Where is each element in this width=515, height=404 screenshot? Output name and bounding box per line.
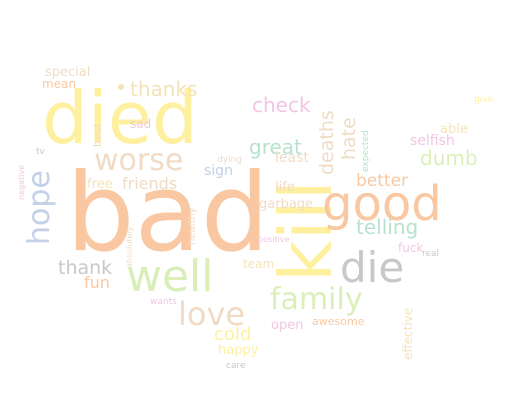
word-hate: hate <box>338 117 360 160</box>
word-sign: sign <box>204 163 233 179</box>
word-great: great <box>249 135 302 159</box>
word-happy: happy <box>218 343 259 358</box>
word-healthy: healthy <box>187 207 198 245</box>
word-family: family <box>270 282 363 317</box>
word-tv: tv <box>36 147 45 157</box>
word-better: better <box>356 171 409 191</box>
word-wants: wants <box>150 297 177 307</box>
word-fuck: fuck <box>398 241 424 255</box>
word-free: free <box>87 177 113 192</box>
word-well: well <box>126 251 214 302</box>
word-cold: cold <box>214 324 252 345</box>
word-friends: friends <box>122 174 178 193</box>
word-dying: dying <box>217 155 242 165</box>
word-effective: effective <box>401 307 415 360</box>
word-least: least <box>275 150 309 166</box>
word-mean: mean <box>42 77 77 91</box>
word-absolutely: absolutely <box>125 226 134 268</box>
word-team: team <box>243 257 275 271</box>
word-able: able <box>440 122 468 137</box>
word-check: check <box>252 93 311 117</box>
word-worse: worse <box>94 143 184 178</box>
word-positive: positive <box>258 235 290 244</box>
word-died: died <box>42 76 198 160</box>
word-die: die <box>340 243 405 292</box>
word-thank: thank <box>58 257 113 279</box>
word-negative: negative <box>17 165 26 200</box>
word-hope: hope <box>22 170 57 245</box>
word-good: good <box>322 176 442 232</box>
word-real: real <box>422 249 440 259</box>
word-garbage: garbage <box>259 197 314 212</box>
word-sad: sad <box>130 117 152 131</box>
word-telling: telling <box>356 215 419 239</box>
word-open: open <box>271 318 304 333</box>
word-dumb: dumb <box>420 146 478 170</box>
dot-marker <box>118 84 124 90</box>
word-care: care <box>226 361 246 371</box>
word-bad: bad <box>66 151 270 276</box>
word-life: life <box>275 180 295 195</box>
word-fun: fun <box>84 273 110 292</box>
word-give: give <box>474 95 494 105</box>
word-selfish: selfish <box>410 133 455 149</box>
word-thanks: thanks <box>130 77 198 101</box>
word-awesome: awesome <box>312 315 365 328</box>
word-love: love <box>178 295 246 333</box>
word-expected: expected <box>361 130 371 172</box>
word-deaths: deaths <box>316 110 338 175</box>
word-special: special <box>45 65 91 80</box>
word-best: best <box>91 123 104 147</box>
